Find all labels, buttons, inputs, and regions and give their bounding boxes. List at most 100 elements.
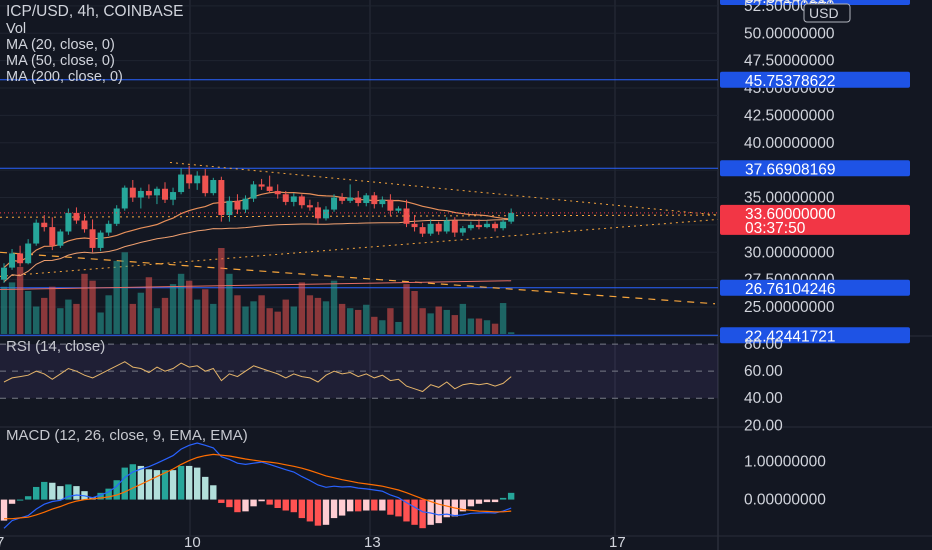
volume-bar <box>242 306 249 334</box>
candle-body <box>306 205 313 208</box>
candle-body <box>25 243 32 264</box>
macd-histogram-bar <box>411 499 418 525</box>
candle-body <box>226 200 233 216</box>
macd-histogram-bar <box>274 499 281 508</box>
candle-body <box>282 194 289 202</box>
volume-bar <box>49 286 56 334</box>
macd-label[interactable]: MACD (12, 26, close, 9, EMA, EMA) <box>6 427 248 444</box>
macd-tick-label: 0.00000000 <box>744 492 826 509</box>
volume-bar <box>113 260 120 334</box>
volume-bar <box>507 332 515 334</box>
macd-histogram-bar <box>185 465 193 500</box>
countdown-label: 03:37:50 <box>745 220 806 237</box>
volume-bar <box>266 308 273 334</box>
macd-histogram-bar <box>57 486 64 500</box>
candle-body <box>435 223 442 232</box>
volume-bar <box>443 309 450 334</box>
symbol-title[interactable]: ICP/USD, 4h, COINBASE <box>6 3 184 20</box>
macd-histogram-bar <box>435 499 442 524</box>
volume-bar <box>145 277 153 334</box>
indicator-ma20[interactable]: MA (20, close, 0) <box>6 37 115 53</box>
candle-body <box>113 208 120 224</box>
rsi-tick-label: 60.00 <box>744 363 783 380</box>
volume-bar <box>499 303 507 334</box>
volume-bar <box>24 291 32 334</box>
volume-bar <box>330 280 338 334</box>
macd-histogram-bar <box>65 484 72 500</box>
rsi-tick-label: 80.00 <box>744 336 783 353</box>
signal-line <box>4 453 512 520</box>
volume-bar <box>491 323 499 334</box>
volume-bar <box>65 299 72 334</box>
candle-body <box>484 223 490 228</box>
candle-body <box>363 195 370 204</box>
level-label: 45.75378622 <box>745 73 836 90</box>
candle-body <box>210 180 217 194</box>
trend-lines[interactable] <box>0 161 719 305</box>
indicator-ma200[interactable]: MA (200, close, 0) <box>6 69 123 85</box>
macd-histogram-bar <box>33 486 40 500</box>
volume-bar <box>250 301 257 334</box>
price-tick-label: 47.50000000 <box>744 53 835 70</box>
rsi-label[interactable]: RSI (14, close) <box>6 338 106 355</box>
volume-bar <box>258 295 265 334</box>
candle-body <box>339 197 346 201</box>
macd-histogram-bar <box>282 499 289 511</box>
volume-bar <box>210 303 217 334</box>
candlesticks <box>1 165 515 283</box>
macd-histogram-bar <box>177 465 185 500</box>
indicator-vol[interactable]: Vol <box>6 21 27 37</box>
volume-bar <box>177 273 185 334</box>
macd-histogram-bar <box>24 496 32 500</box>
horizontal-levels[interactable] <box>0 79 718 336</box>
price-tick-label: 42.50000000 <box>744 107 835 124</box>
volume-bar <box>435 306 442 334</box>
volume-bar <box>467 318 475 334</box>
candle-body <box>145 190 152 196</box>
volume-bar <box>185 280 193 334</box>
volume-bar <box>459 303 467 334</box>
candle-body <box>89 229 96 248</box>
candle-body <box>331 197 338 210</box>
volume-bar <box>97 312 104 334</box>
macd-histogram-bar <box>443 499 450 518</box>
level-label-bg <box>720 160 910 177</box>
level-label: 26.76104246 <box>745 281 836 298</box>
macd-histogram-bar <box>330 499 338 519</box>
candle-body <box>194 175 201 184</box>
indicator-ma50[interactable]: MA (50, close, 0) <box>6 53 115 69</box>
volume-bar <box>274 311 281 334</box>
macd-histogram-bar <box>194 467 201 500</box>
candle-body <box>467 224 474 229</box>
candle-body <box>355 197 362 204</box>
volume-bar <box>81 273 88 334</box>
volume-bar <box>105 295 112 334</box>
currency-label: USD <box>809 5 839 21</box>
time-label: 10 <box>184 534 201 550</box>
volume-bar <box>355 309 362 334</box>
volume-bar <box>234 295 241 334</box>
macd-tick-label: 1.00000000 <box>744 453 826 470</box>
candle-body <box>508 212 515 222</box>
price-tick-label: 30.00000000 <box>744 244 835 261</box>
volume-bar <box>153 308 161 334</box>
price-tick-label: 40.00000000 <box>744 135 835 152</box>
price-axis[interactable]: 54.5414721752.5000000050.0000000047.5000… <box>0 0 910 509</box>
candle-body <box>274 190 281 195</box>
macd-histogram-bar <box>16 499 24 501</box>
candle-body <box>475 224 482 228</box>
macd-histogram-bar <box>314 499 322 526</box>
candle-body <box>41 222 48 228</box>
macd-histogram-bar <box>250 499 257 507</box>
volume-bar <box>89 280 96 334</box>
candle-body <box>234 200 241 210</box>
macd-histogram-bar <box>49 482 56 500</box>
macd-histogram-bar <box>0 499 8 521</box>
candle-body <box>371 195 378 205</box>
time-axis[interactable]: 7 10 13 17 <box>0 534 626 550</box>
volume-bar <box>411 291 418 334</box>
volume-bar <box>41 297 48 334</box>
macd-histogram-bar <box>355 499 362 512</box>
time-label: 7 <box>0 534 4 550</box>
